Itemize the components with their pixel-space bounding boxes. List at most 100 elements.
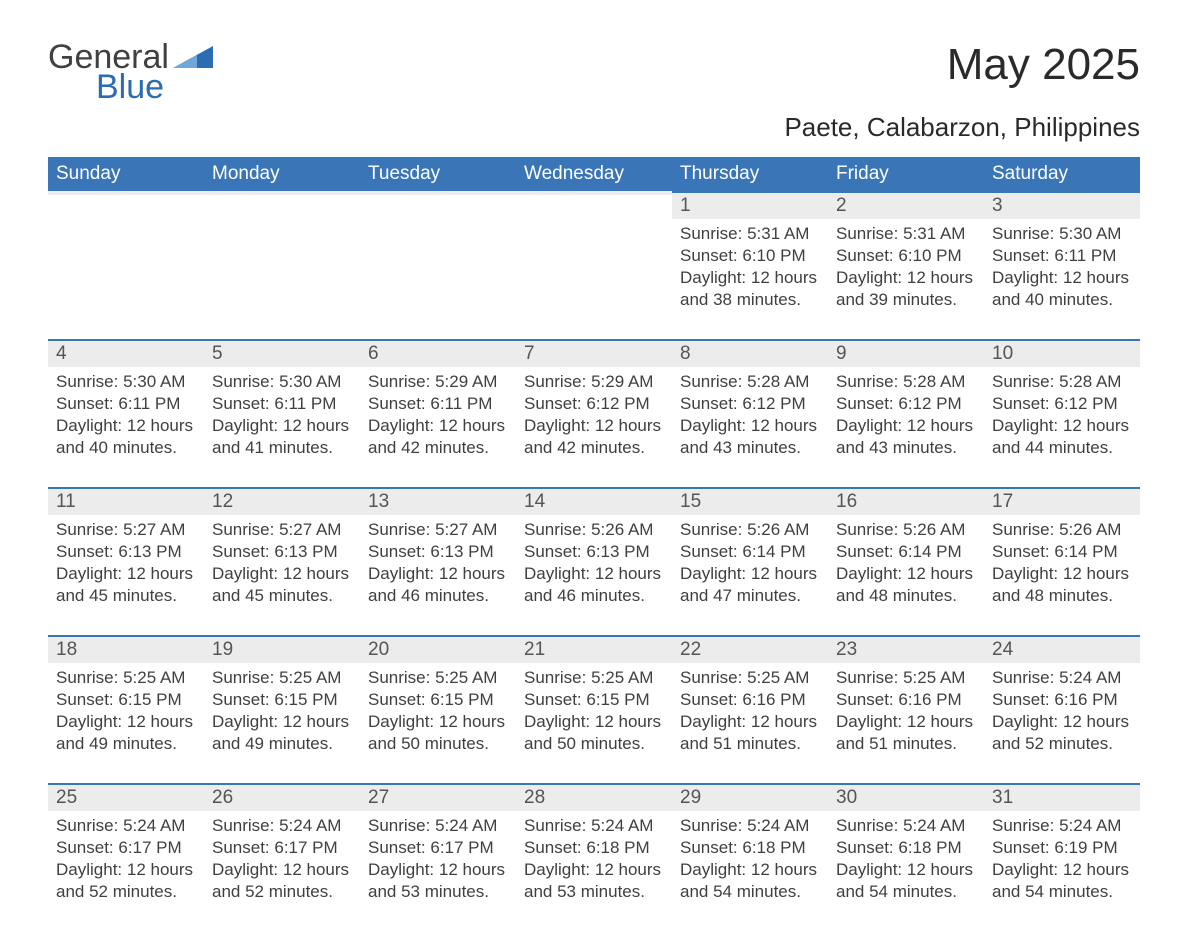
calendar-cell: 21Sunrise: 5:25 AMSunset: 6:15 PMDayligh… xyxy=(516,635,672,783)
day-content: Sunrise: 5:28 AMSunset: 6:12 PMDaylight:… xyxy=(828,367,984,465)
day-daylight2: and 42 minutes. xyxy=(368,437,508,459)
day-sunrise: Sunrise: 5:25 AM xyxy=(836,667,976,689)
day-number xyxy=(360,191,516,195)
day-number xyxy=(516,191,672,195)
logo-text-block: General Blue xyxy=(48,40,169,104)
day-daylight2: and 39 minutes. xyxy=(836,289,976,311)
day-sunset: Sunset: 6:11 PM xyxy=(212,393,352,415)
day-sunset: Sunset: 6:18 PM xyxy=(680,837,820,859)
day-content: Sunrise: 5:25 AMSunset: 6:16 PMDaylight:… xyxy=(672,663,828,761)
day-daylight1: Daylight: 12 hours xyxy=(680,859,820,881)
day-content: Sunrise: 5:24 AMSunset: 6:17 PMDaylight:… xyxy=(48,811,204,909)
day-number xyxy=(204,191,360,195)
day-number: 7 xyxy=(516,339,672,367)
day-sunset: Sunset: 6:13 PM xyxy=(524,541,664,563)
calendar-cell: 22Sunrise: 5:25 AMSunset: 6:16 PMDayligh… xyxy=(672,635,828,783)
day-sunrise: Sunrise: 5:27 AM xyxy=(56,519,196,541)
day-sunrise: Sunrise: 5:30 AM xyxy=(56,371,196,393)
day-daylight1: Daylight: 12 hours xyxy=(212,563,352,585)
day-sunset: Sunset: 6:13 PM xyxy=(368,541,508,563)
day-sunset: Sunset: 6:15 PM xyxy=(368,689,508,711)
day-content: Sunrise: 5:27 AMSunset: 6:13 PMDaylight:… xyxy=(204,515,360,613)
calendar-week-row: 18Sunrise: 5:25 AMSunset: 6:15 PMDayligh… xyxy=(48,635,1140,783)
day-content: Sunrise: 5:25 AMSunset: 6:15 PMDaylight:… xyxy=(360,663,516,761)
day-sunrise: Sunrise: 5:28 AM xyxy=(992,371,1132,393)
day-daylight2: and 49 minutes. xyxy=(56,733,196,755)
day-daylight1: Daylight: 12 hours xyxy=(992,859,1132,881)
day-number: 1 xyxy=(672,191,828,219)
calendar-cell: 3Sunrise: 5:30 AMSunset: 6:11 PMDaylight… xyxy=(984,191,1140,339)
day-content: Sunrise: 5:26 AMSunset: 6:14 PMDaylight:… xyxy=(828,515,984,613)
day-sunset: Sunset: 6:17 PM xyxy=(368,837,508,859)
day-sunrise: Sunrise: 5:25 AM xyxy=(56,667,196,689)
day-daylight2: and 54 minutes. xyxy=(680,881,820,903)
day-number: 13 xyxy=(360,487,516,515)
calendar-cell: 24Sunrise: 5:24 AMSunset: 6:16 PMDayligh… xyxy=(984,635,1140,783)
day-number: 5 xyxy=(204,339,360,367)
day-daylight2: and 48 minutes. xyxy=(992,585,1132,607)
calendar-cell: 4Sunrise: 5:30 AMSunset: 6:11 PMDaylight… xyxy=(48,339,204,487)
day-daylight2: and 50 minutes. xyxy=(524,733,664,755)
day-daylight1: Daylight: 12 hours xyxy=(680,563,820,585)
day-sunset: Sunset: 6:16 PM xyxy=(680,689,820,711)
day-daylight2: and 41 minutes. xyxy=(212,437,352,459)
day-daylight2: and 43 minutes. xyxy=(680,437,820,459)
day-sunset: Sunset: 6:17 PM xyxy=(212,837,352,859)
day-daylight1: Daylight: 12 hours xyxy=(368,859,508,881)
weekday-header: Monday xyxy=(204,157,360,191)
day-content: Sunrise: 5:31 AMSunset: 6:10 PMDaylight:… xyxy=(828,219,984,317)
page-title: May 2025 xyxy=(947,40,1140,90)
calendar-cell: 31Sunrise: 5:24 AMSunset: 6:19 PMDayligh… xyxy=(984,783,1140,931)
logo: General Blue xyxy=(48,40,213,104)
day-number: 22 xyxy=(672,635,828,663)
day-number: 11 xyxy=(48,487,204,515)
day-sunset: Sunset: 6:18 PM xyxy=(524,837,664,859)
day-content: Sunrise: 5:25 AMSunset: 6:16 PMDaylight:… xyxy=(828,663,984,761)
day-content: Sunrise: 5:24 AMSunset: 6:19 PMDaylight:… xyxy=(984,811,1140,909)
calendar-cell: 13Sunrise: 5:27 AMSunset: 6:13 PMDayligh… xyxy=(360,487,516,635)
day-sunset: Sunset: 6:11 PM xyxy=(56,393,196,415)
day-content: Sunrise: 5:27 AMSunset: 6:13 PMDaylight:… xyxy=(360,515,516,613)
day-daylight1: Daylight: 12 hours xyxy=(524,415,664,437)
day-daylight2: and 52 minutes. xyxy=(992,733,1132,755)
day-daylight2: and 47 minutes. xyxy=(680,585,820,607)
day-daylight2: and 40 minutes. xyxy=(56,437,196,459)
day-daylight1: Daylight: 12 hours xyxy=(836,563,976,585)
day-sunrise: Sunrise: 5:31 AM xyxy=(680,223,820,245)
day-sunset: Sunset: 6:10 PM xyxy=(680,245,820,267)
day-number: 19 xyxy=(204,635,360,663)
day-daylight2: and 43 minutes. xyxy=(836,437,976,459)
calendar-cell: 9Sunrise: 5:28 AMSunset: 6:12 PMDaylight… xyxy=(828,339,984,487)
day-sunrise: Sunrise: 5:29 AM xyxy=(524,371,664,393)
calendar-cell: 20Sunrise: 5:25 AMSunset: 6:15 PMDayligh… xyxy=(360,635,516,783)
day-content: Sunrise: 5:30 AMSunset: 6:11 PMDaylight:… xyxy=(984,219,1140,317)
day-daylight2: and 53 minutes. xyxy=(368,881,508,903)
calendar-cell: 11Sunrise: 5:27 AMSunset: 6:13 PMDayligh… xyxy=(48,487,204,635)
day-sunrise: Sunrise: 5:24 AM xyxy=(680,815,820,837)
calendar-week-row: 11Sunrise: 5:27 AMSunset: 6:13 PMDayligh… xyxy=(48,487,1140,635)
day-content: Sunrise: 5:24 AMSunset: 6:17 PMDaylight:… xyxy=(204,811,360,909)
day-daylight1: Daylight: 12 hours xyxy=(992,415,1132,437)
calendar-cell: 12Sunrise: 5:27 AMSunset: 6:13 PMDayligh… xyxy=(204,487,360,635)
calendar-cell: 28Sunrise: 5:24 AMSunset: 6:18 PMDayligh… xyxy=(516,783,672,931)
day-content: Sunrise: 5:26 AMSunset: 6:14 PMDaylight:… xyxy=(984,515,1140,613)
day-number: 29 xyxy=(672,783,828,811)
day-daylight1: Daylight: 12 hours xyxy=(56,711,196,733)
day-sunrise: Sunrise: 5:24 AM xyxy=(212,815,352,837)
day-daylight1: Daylight: 12 hours xyxy=(836,415,976,437)
day-sunrise: Sunrise: 5:24 AM xyxy=(836,815,976,837)
day-number: 14 xyxy=(516,487,672,515)
day-sunset: Sunset: 6:13 PM xyxy=(212,541,352,563)
day-daylight1: Daylight: 12 hours xyxy=(680,415,820,437)
day-number: 2 xyxy=(828,191,984,219)
calendar-cell: 16Sunrise: 5:26 AMSunset: 6:14 PMDayligh… xyxy=(828,487,984,635)
day-number: 12 xyxy=(204,487,360,515)
calendar-cell: 1Sunrise: 5:31 AMSunset: 6:10 PMDaylight… xyxy=(672,191,828,339)
weekday-header: Wednesday xyxy=(516,157,672,191)
day-daylight1: Daylight: 12 hours xyxy=(524,711,664,733)
calendar-cell: 10Sunrise: 5:28 AMSunset: 6:12 PMDayligh… xyxy=(984,339,1140,487)
day-content: Sunrise: 5:24 AMSunset: 6:18 PMDaylight:… xyxy=(516,811,672,909)
day-number: 31 xyxy=(984,783,1140,811)
day-content: Sunrise: 5:26 AMSunset: 6:14 PMDaylight:… xyxy=(672,515,828,613)
day-daylight1: Daylight: 12 hours xyxy=(212,415,352,437)
